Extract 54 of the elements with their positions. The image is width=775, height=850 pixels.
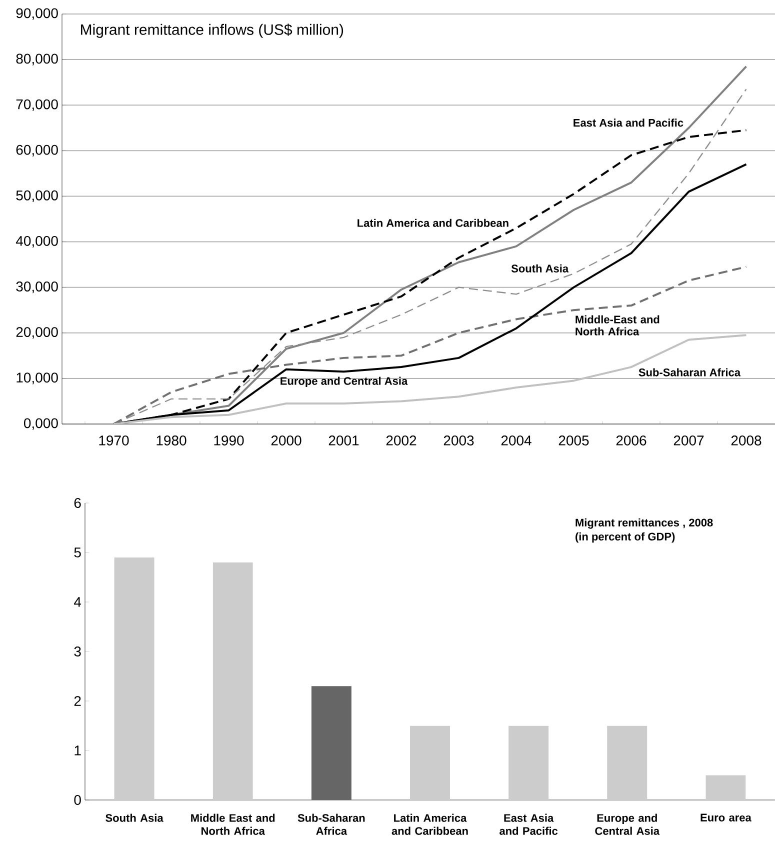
x-tick-label: East Asia and Pacific bbox=[500, 814, 558, 835]
bar bbox=[212, 562, 253, 800]
y-tick-label: 1 bbox=[74, 746, 81, 756]
line-series bbox=[112, 334, 748, 424]
text: (in percent of GDP) bbox=[576, 532, 675, 543]
y-tick-label: 2 bbox=[74, 696, 81, 706]
y-tick-label: 0 bbox=[74, 795, 81, 805]
bar bbox=[508, 726, 549, 800]
series-label: Latin America and Caribbean bbox=[358, 218, 508, 227]
series-label: Sub-Saharan Africa bbox=[638, 368, 741, 376]
x-tick-label: South Asia bbox=[106, 814, 164, 822]
x-tick-label: 2003 bbox=[444, 436, 474, 446]
text: Migrant remittances , 2008 bbox=[576, 518, 713, 529]
bar bbox=[706, 775, 746, 800]
y-tick-label: 3 bbox=[74, 646, 81, 656]
series-label: Europe and Central Asia bbox=[280, 376, 408, 388]
series-label: Middle-East and North Africa bbox=[576, 315, 660, 336]
bar bbox=[311, 686, 352, 800]
x-tick-label: 1990 bbox=[214, 436, 244, 446]
x-tick-label: 1970 bbox=[99, 436, 129, 446]
y-tick-label: 50,000 bbox=[16, 190, 58, 202]
y-tick-label: 5 bbox=[74, 548, 81, 558]
series-label: South Asia bbox=[511, 264, 569, 272]
y-tick-label: 80,000 bbox=[16, 54, 58, 66]
y-tick-label: 4 bbox=[74, 597, 82, 607]
text: Migrant remittance inflows (US$ million) bbox=[81, 24, 344, 38]
y-tick-label: 70,000 bbox=[16, 99, 58, 111]
y-tick-label: 6 bbox=[74, 498, 81, 508]
y-tick-label: 20,000 bbox=[16, 327, 58, 339]
x-tick-label: 2002 bbox=[386, 436, 416, 446]
y-tick-label: 60,000 bbox=[16, 144, 58, 156]
y-tick-label: 10,000 bbox=[16, 372, 58, 384]
y-tick-label: 0,000 bbox=[24, 418, 58, 430]
x-tick-label: Sub-Saharan Africa bbox=[298, 814, 365, 835]
x-tick-label: 2006 bbox=[616, 436, 646, 446]
x-tick-label: Europe and Central Asia bbox=[595, 814, 660, 835]
x-tick-label: Euro area bbox=[700, 814, 752, 822]
bar bbox=[607, 726, 648, 800]
y-tick-label: 30,000 bbox=[16, 282, 58, 294]
y-tick-label: 90,000 bbox=[16, 8, 58, 20]
x-tick-label: 1980 bbox=[156, 436, 186, 446]
y-tick-label: 40,000 bbox=[16, 236, 58, 248]
x-tick-label: 2007 bbox=[674, 436, 704, 446]
x-tick-label: 2001 bbox=[328, 436, 359, 446]
bar bbox=[410, 726, 450, 800]
x-tick-label: Latin America and Caribbean bbox=[392, 814, 468, 835]
line-series bbox=[112, 266, 748, 424]
x-tick-label: 2005 bbox=[558, 436, 589, 446]
x-tick-label: Middle East and North Africa bbox=[191, 814, 275, 835]
x-tick-label: 2000 bbox=[271, 436, 302, 446]
bar bbox=[114, 557, 154, 800]
x-tick-label: 2004 bbox=[501, 436, 532, 446]
x-tick-label: 2008 bbox=[731, 436, 762, 446]
series-label: East Asia and Pacific bbox=[574, 118, 684, 127]
